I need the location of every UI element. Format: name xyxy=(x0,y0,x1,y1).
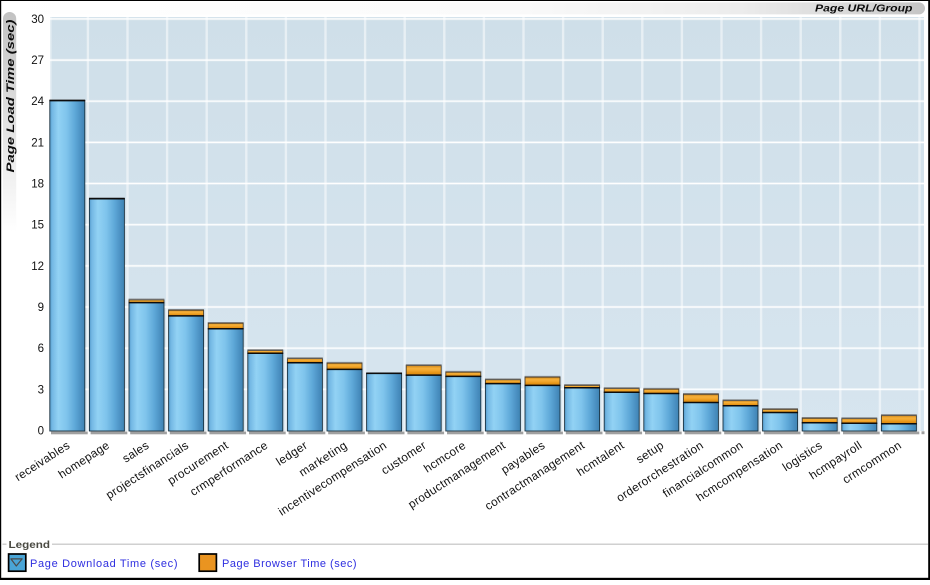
svg-text:0: 0 xyxy=(38,426,44,438)
svg-text:Page Load Time (sec): Page Load Time (sec) xyxy=(5,19,17,172)
svg-text:24: 24 xyxy=(31,96,44,108)
svg-text:15: 15 xyxy=(31,220,44,232)
svg-text:12: 12 xyxy=(31,261,44,273)
svg-text:21: 21 xyxy=(31,137,44,149)
svg-text:Page Browser Time (sec): Page Browser Time (sec) xyxy=(222,558,357,570)
svg-text:Page URL/Group: Page URL/Group xyxy=(815,2,913,14)
svg-text:6: 6 xyxy=(38,343,44,355)
svg-text:18: 18 xyxy=(31,179,44,191)
svg-text:27: 27 xyxy=(31,55,44,67)
svg-text:30: 30 xyxy=(31,14,44,26)
svg-text:Page Download Time (sec): Page Download Time (sec) xyxy=(30,558,178,570)
svg-text:9: 9 xyxy=(38,302,44,314)
svg-text:Legend: Legend xyxy=(9,539,51,551)
svg-text:3: 3 xyxy=(38,384,44,396)
